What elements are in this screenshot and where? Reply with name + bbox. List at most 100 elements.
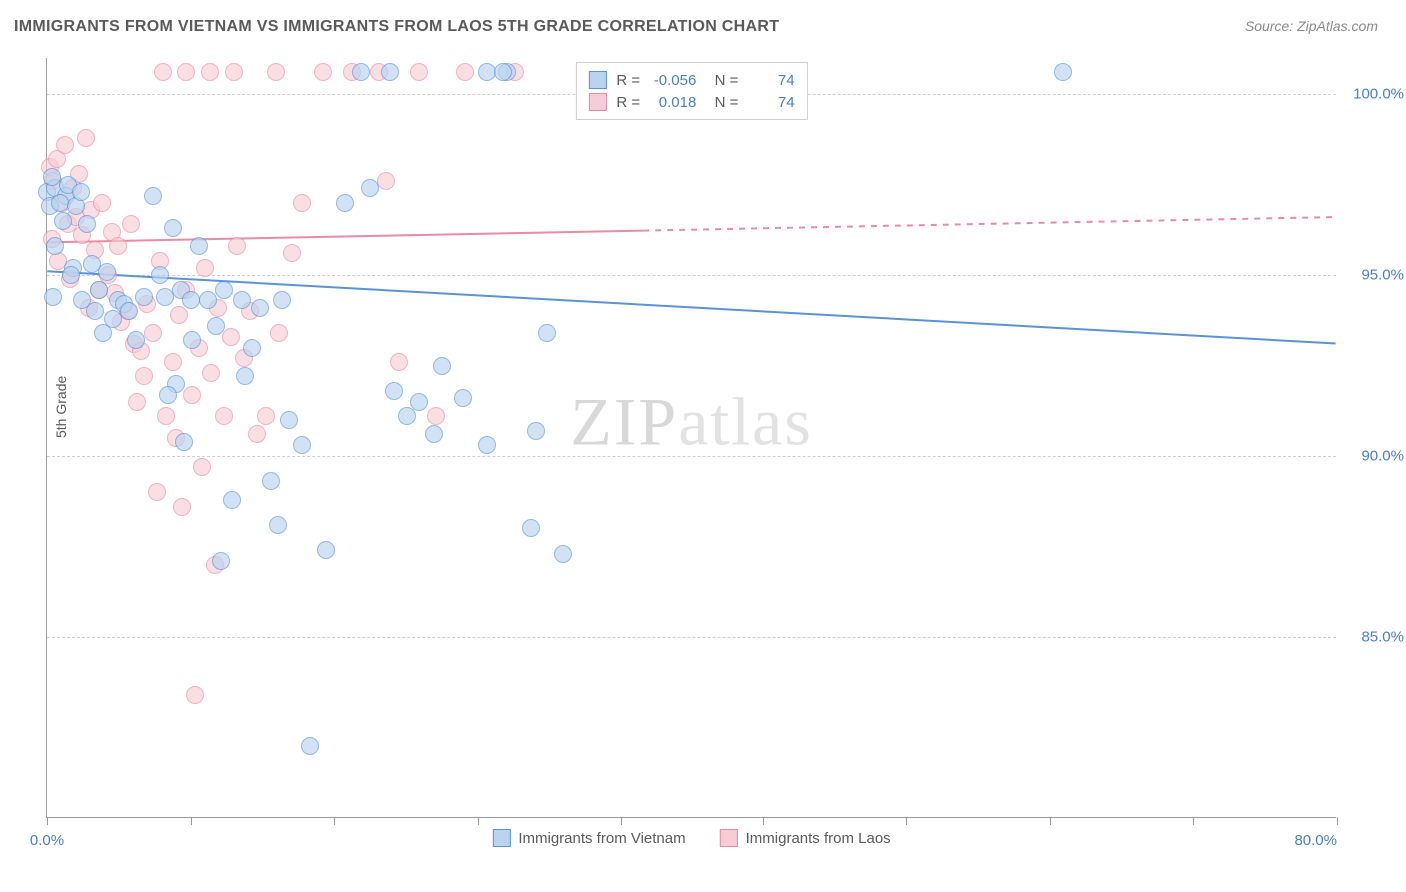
data-point-vietnam [317, 541, 335, 559]
swatch-laos-bottom [720, 829, 738, 847]
data-point-vietnam [251, 299, 269, 317]
data-point-laos [248, 425, 266, 443]
data-point-laos [270, 324, 288, 342]
data-point-laos [109, 237, 127, 255]
data-point-vietnam [94, 324, 112, 342]
data-point-laos [215, 407, 233, 425]
trend-lines [47, 58, 1336, 817]
data-point-vietnam [385, 382, 403, 400]
data-point-vietnam [127, 331, 145, 349]
data-point-laos [283, 244, 301, 262]
data-point-laos [154, 63, 172, 81]
data-point-vietnam [425, 425, 443, 443]
data-point-vietnam [554, 545, 572, 563]
series-legend: Immigrants from Vietnam Immigrants from … [492, 829, 890, 847]
data-point-vietnam [54, 212, 72, 230]
data-point-laos [377, 172, 395, 190]
x-tick-label: 80.0% [1294, 832, 1337, 849]
data-point-laos [201, 63, 219, 81]
chart-title: IMMIGRANTS FROM VIETNAM VS IMMIGRANTS FR… [14, 18, 779, 36]
data-point-laos [186, 686, 204, 704]
data-point-vietnam [207, 317, 225, 335]
data-point-vietnam [51, 194, 69, 212]
data-point-vietnam [223, 491, 241, 509]
data-point-vietnam [398, 407, 416, 425]
legend-item-laos: Immigrants from Laos [720, 829, 891, 847]
data-point-laos [314, 63, 332, 81]
data-point-laos [157, 407, 175, 425]
data-point-vietnam [478, 436, 496, 454]
data-point-vietnam [190, 237, 208, 255]
data-point-vietnam [72, 183, 90, 201]
data-point-laos [257, 407, 275, 425]
swatch-vietnam-bottom [492, 829, 510, 847]
data-point-laos [225, 63, 243, 81]
data-point-vietnam [433, 357, 451, 375]
swatch-vietnam [588, 71, 606, 89]
data-point-laos [173, 498, 191, 516]
data-point-vietnam [46, 237, 64, 255]
data-point-vietnam [361, 179, 379, 197]
y-tick-label: 95.0% [1361, 267, 1404, 284]
data-point-vietnam [280, 411, 298, 429]
data-point-laos [390, 353, 408, 371]
data-point-laos [122, 215, 140, 233]
data-point-vietnam [215, 281, 233, 299]
data-point-laos [93, 194, 111, 212]
data-point-vietnam [273, 291, 291, 309]
data-point-vietnam [62, 266, 80, 284]
data-point-vietnam [454, 389, 472, 407]
data-point-vietnam [381, 63, 399, 81]
data-point-laos [456, 63, 474, 81]
data-point-laos [177, 63, 195, 81]
scatter-chart: 5th Grade 85.0%90.0%95.0%100.0% 0.0%80.0… [46, 58, 1336, 818]
data-point-vietnam [301, 737, 319, 755]
source-attribution: Source: ZipAtlas.com [1245, 18, 1378, 34]
y-tick-label: 85.0% [1361, 629, 1404, 646]
data-point-laos [135, 367, 153, 385]
data-point-vietnam [44, 288, 62, 306]
data-point-laos [164, 353, 182, 371]
data-point-vietnam [182, 291, 200, 309]
swatch-laos [588, 93, 606, 111]
data-point-laos [56, 136, 74, 154]
data-point-laos [144, 324, 162, 342]
data-point-vietnam [90, 281, 108, 299]
data-point-vietnam [352, 63, 370, 81]
data-point-vietnam [151, 266, 169, 284]
data-point-vietnam [199, 291, 217, 309]
data-point-vietnam [135, 288, 153, 306]
data-point-vietnam [522, 519, 540, 537]
data-point-vietnam [262, 472, 280, 490]
data-point-laos [77, 129, 95, 147]
data-point-laos [128, 393, 146, 411]
x-tick-label: 0.0% [30, 832, 64, 849]
data-point-vietnam [78, 215, 96, 233]
data-point-vietnam [98, 263, 116, 281]
legend-row-laos: R = 0.018 N = 74 [588, 91, 794, 113]
data-point-vietnam [269, 516, 287, 534]
data-point-laos [148, 483, 166, 501]
data-point-vietnam [243, 339, 261, 357]
data-point-vietnam [212, 552, 230, 570]
correlation-legend: R = -0.056 N = 74 R = 0.018 N = 74 [575, 62, 807, 120]
data-point-vietnam [494, 63, 512, 81]
data-point-laos [222, 328, 240, 346]
data-point-laos [183, 386, 201, 404]
data-point-laos [202, 364, 220, 382]
data-point-laos [196, 259, 214, 277]
data-point-vietnam [233, 291, 251, 309]
data-point-laos [193, 458, 211, 476]
data-point-vietnam [293, 436, 311, 454]
data-point-vietnam [527, 422, 545, 440]
data-point-vietnam [86, 302, 104, 320]
data-point-vietnam [538, 324, 556, 342]
data-point-vietnam [159, 386, 177, 404]
data-point-vietnam [336, 194, 354, 212]
data-point-vietnam [183, 331, 201, 349]
data-point-vietnam [175, 433, 193, 451]
data-point-laos [267, 63, 285, 81]
legend-row-vietnam: R = -0.056 N = 74 [588, 69, 794, 91]
data-point-laos [170, 306, 188, 324]
y-tick-label: 100.0% [1353, 86, 1404, 103]
